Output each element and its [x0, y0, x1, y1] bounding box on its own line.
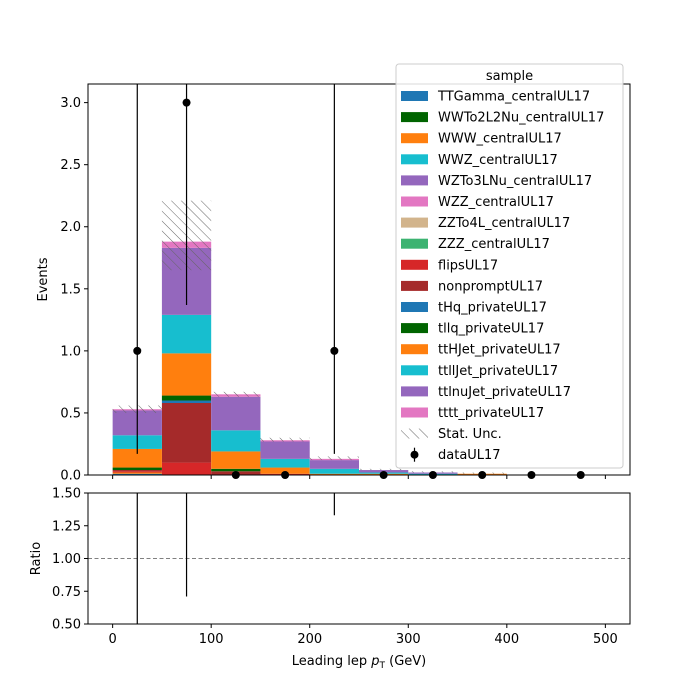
legend-swatch — [401, 323, 428, 334]
y-tick-label: 1.25 — [52, 519, 81, 534]
y-tick-label: 0.75 — [52, 585, 81, 600]
legend-entry: ZZTo4L_centralUL17 — [438, 216, 570, 231]
legend-title: sample — [486, 69, 533, 84]
legend-swatch — [401, 196, 428, 207]
legend-entry: tllq_privateUL17 — [438, 322, 544, 337]
ratio-y-ticks: 0.50 0.75 1.00 1.25 1.50 — [52, 487, 88, 633]
legend-swatch — [401, 280, 428, 291]
legend-swatch — [401, 175, 428, 186]
x-tick-label: 400 — [494, 632, 519, 647]
ratio-plot: 0.50 0.75 1.00 1.25 1.50 0 100 200 300 400 500 Ra… — [29, 487, 631, 671]
legend-swatch — [401, 154, 428, 165]
legend-swatch — [401, 259, 428, 270]
stat-unc-bin-3 — [260, 437, 310, 442]
bar-WWW_centralUL17-bin-0 — [112, 472, 162, 474]
y-tick-label: 0.5 — [60, 406, 81, 421]
bar-ttlnuJet_privateUL17-bin-3 — [260, 441, 310, 459]
legend-frame — [395, 63, 624, 469]
legend-entry: tttt_privateUL17 — [438, 406, 544, 421]
bar-flipsUL17-bin-1 — [161, 462, 212, 475]
ratio-error-bars — [136, 493, 335, 624]
data-point — [330, 346, 339, 355]
legend-entry: WWW_centralUL17 — [438, 132, 562, 147]
bar-ttHJet_privateUL17-bin-2 — [211, 451, 261, 469]
main-y-ticks: 0.0 0.5 1.0 1.5 2.0 2.5 3.0 — [60, 96, 88, 484]
bar-nonpromptUL17-bin-0 — [112, 470, 162, 472]
legend-entry: ZZZ_centralUL17 — [438, 237, 550, 252]
main-y-axis-label: Events — [36, 257, 51, 301]
bar-ttHJet_privateUL17-bin-0 — [112, 448, 162, 468]
legend-swatch — [401, 112, 428, 123]
y-tick-label: 1.00 — [52, 552, 81, 567]
legend-entry: nonpromptUL17 — [438, 279, 543, 294]
legend-swatch — [401, 133, 428, 144]
bar-ttHJet_privateUL17-bin-1 — [161, 353, 212, 396]
x-tick-label: 200 — [297, 632, 322, 647]
y-tick-label: 2.5 — [60, 158, 81, 173]
bar-tllq_privateUL17-bin-2 — [211, 468, 261, 472]
bar-ttllJet_privateUL17-bin-3 — [260, 458, 310, 468]
y-tick-label: 1.5 — [60, 282, 81, 297]
y-tick-label: 1.0 — [60, 344, 81, 359]
y-tick-label: 2.0 — [60, 220, 81, 235]
legend-entry: WWTo2L2Nu_centralUL17 — [438, 111, 604, 126]
legend-entry: TTGamma_centralUL17 — [437, 90, 590, 105]
legend-entry: WZTo3LNu_centralUL17 — [438, 174, 592, 189]
y-tick-label: 1.50 — [52, 487, 81, 502]
legend-swatch-stat-unc — [401, 428, 428, 439]
bar-tHq_privateUL17-bin-1 — [161, 400, 212, 404]
ratio-y-axis-label: Ratio — [29, 542, 44, 575]
bar-ttllJet_privateUL17-bin-1 — [161, 314, 212, 354]
legend-swatch — [401, 344, 428, 355]
legend-swatch — [401, 91, 428, 101]
data-point — [133, 346, 142, 355]
bar-ttHJet_privateUL17-bin-4 — [309, 473, 359, 475]
legend-entry: WWZ_centralUL17 — [438, 153, 558, 168]
legend-entry: Stat. Unc. — [438, 427, 502, 442]
x-tick-label: 500 — [593, 632, 618, 647]
main-plot: 0.0 0.5 1.0 1.5 2.0 2.5 3.0 Events sample TTGam… — [36, 63, 631, 484]
bar-ttlnuJet_privateUL17-bin-2 — [211, 396, 261, 431]
x-axis-label: Leading lep pT (GeV) — [292, 654, 426, 671]
legend-entry: dataUL17 — [438, 448, 501, 463]
x-tick-label: 300 — [396, 632, 421, 647]
legend-entry: ttllJet_privateUL17 — [438, 364, 558, 379]
y-tick-label: 3.0 — [60, 96, 81, 111]
y-tick-label: 0.0 — [60, 469, 81, 484]
legend-entry: tHq_privateUL17 — [438, 301, 547, 316]
bar-TTGamma_centralUL17-bin-0 — [112, 473, 162, 475]
bar-ttlnuJet_privateUL17-bin-4 — [309, 460, 359, 469]
legend-data-marker — [410, 450, 419, 459]
stat-unc-bin-4 — [309, 456, 359, 461]
bar-ttllJet_privateUL17-bin-4 — [309, 468, 359, 474]
x-tick-label: 0 — [108, 632, 116, 647]
legend-swatch — [401, 302, 428, 312]
legend-entry: flipsUL17 — [438, 258, 498, 273]
legend-swatch — [401, 217, 428, 228]
legend-swatch — [401, 386, 428, 397]
stat-unc-bin-2 — [211, 391, 261, 397]
legend-swatch — [401, 238, 428, 249]
x-tick-label: 100 — [199, 632, 224, 647]
legend-swatch — [401, 407, 428, 418]
y-tick-label: 0.50 — [52, 618, 81, 633]
ratio-x-ticks: 0 100 200 300 400 500 — [108, 624, 618, 647]
bar-tllq_privateUL17-bin-0 — [112, 467, 162, 471]
data-point — [182, 98, 191, 107]
legend-entry: ttlnuJet_privateUL17 — [438, 385, 571, 400]
bar-tllq_privateUL17-bin-1 — [161, 395, 212, 401]
bar-ttllJet_privateUL17-bin-2 — [211, 430, 261, 452]
bar-ttHJet_privateUL17-bin-3 — [260, 467, 310, 474]
main-x-ticks — [112, 475, 606, 479]
main-axes-frame — [87, 83, 631, 476]
bar-flipsUL17-bin-0 — [112, 471, 162, 473]
legend-entry: ttHJet_privateUL17 — [438, 343, 561, 358]
legend: sample TTGamma_centralUL17 WWTo2L2Nu_centr… — [395, 63, 624, 469]
stat-unc-bin-5 — [359, 468, 409, 471]
legend-swatch — [401, 365, 428, 376]
bar-nonpromptUL17-bin-1 — [161, 403, 212, 463]
legend-entry: WZZ_centralUL17 — [438, 195, 554, 210]
